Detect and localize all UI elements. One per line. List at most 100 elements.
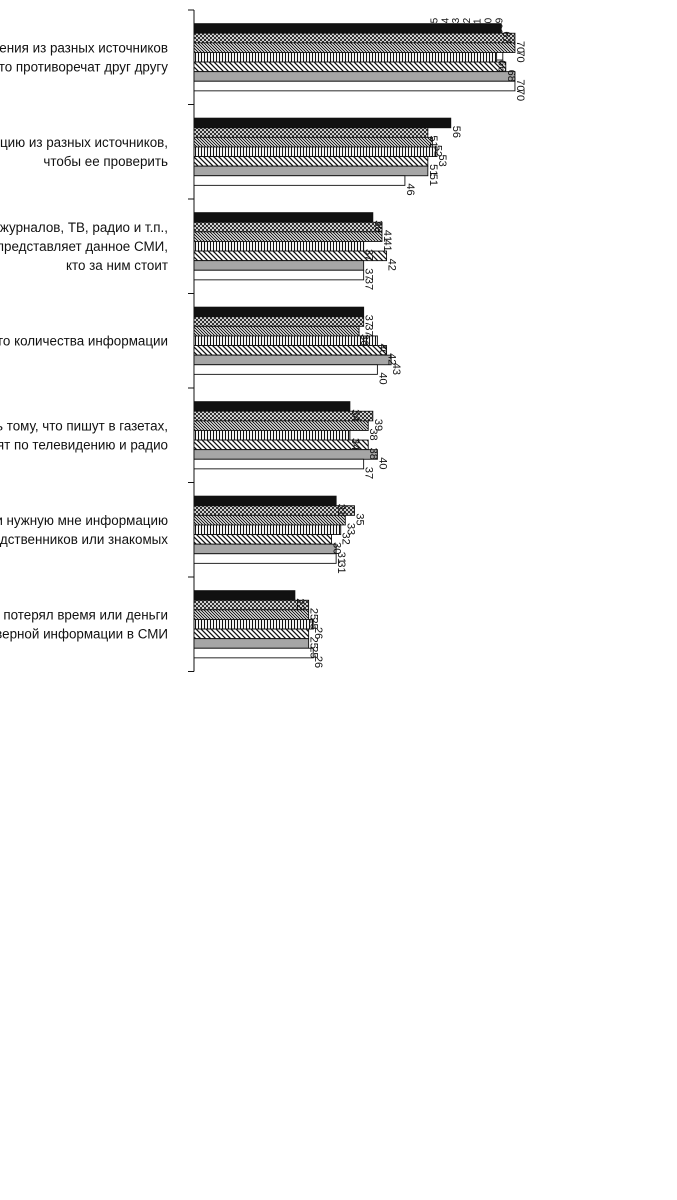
category-label: я стараюсь узнать, чьи интересы представ… xyxy=(0,239,168,254)
data-label: 70 xyxy=(514,41,526,53)
bar-2013 xyxy=(193,231,383,242)
data-label: 26 xyxy=(312,627,324,639)
data-label: 70 xyxy=(514,79,526,91)
bar-2015 xyxy=(193,495,337,507)
bar-2009 xyxy=(193,647,314,659)
bar-2009 xyxy=(193,364,378,375)
data-label: 41 xyxy=(381,230,393,242)
data-label: 26 xyxy=(312,656,324,668)
data-label: 22 xyxy=(294,598,306,610)
bar-2015 xyxy=(193,401,351,412)
data-label: 67 xyxy=(500,31,512,43)
bar-2010 xyxy=(193,449,378,460)
bar-2015 xyxy=(193,212,374,223)
bar-2011 xyxy=(193,61,507,73)
category-label: чтобы ее проверить xyxy=(43,154,168,169)
category-label: говорят по телевидению и радио xyxy=(0,437,168,452)
bar-2015 xyxy=(193,590,296,601)
data-label: 25 xyxy=(308,637,320,649)
bar-2010 xyxy=(193,638,310,649)
data-label: 52 xyxy=(431,145,443,157)
data-label: 68 xyxy=(505,70,517,82)
bar-2009 xyxy=(193,458,365,470)
bar-2014 xyxy=(193,32,516,44)
data-label: 25 xyxy=(308,646,320,658)
bar-2014 xyxy=(193,316,365,327)
category-label: часто противоречат друг другу xyxy=(0,59,168,74)
category-label: Я часто испытываю усталость от большого … xyxy=(0,333,168,348)
bar-2012 xyxy=(193,146,438,157)
bar-2014 xyxy=(193,505,355,516)
data-label: 40 xyxy=(376,372,388,384)
bar-2014 xyxy=(193,221,383,233)
category-label: Были случаи, когда я потерял время или д… xyxy=(0,607,168,622)
data-label: 37 xyxy=(363,324,375,336)
data-label: 33 xyxy=(344,523,356,535)
data-label: 39 xyxy=(372,220,384,232)
data-label: 51 xyxy=(427,164,439,176)
value-labels: 6770706668707056515253515146394141374237… xyxy=(294,31,526,668)
data-label: 51 xyxy=(427,174,439,186)
category-label: Чтобы оценить информацию из газет, журна… xyxy=(0,220,168,235)
bar-2011 xyxy=(193,439,369,451)
category-label: из-за неверной информации в СМИ xyxy=(0,626,168,641)
data-label: 37 xyxy=(363,278,375,290)
bar-2013 xyxy=(193,420,369,431)
bar-2014 xyxy=(193,410,374,422)
data-label: 42 xyxy=(386,353,398,365)
data-label: 40 xyxy=(376,344,388,356)
bar-2011 xyxy=(193,156,429,167)
bar-2012 xyxy=(193,335,378,347)
bar-2014 xyxy=(193,127,429,138)
data-label: 53 xyxy=(436,155,448,167)
data-label: 34 xyxy=(349,438,361,450)
data-label: 66 xyxy=(496,60,508,72)
bar-2011 xyxy=(193,345,388,356)
data-label: 37 xyxy=(363,249,375,261)
bar-2013 xyxy=(193,42,516,53)
category-label: родственников или знакомых xyxy=(0,532,168,547)
bar-2009 xyxy=(193,80,516,92)
data-label: 38 xyxy=(367,448,379,460)
category-label: кто за ним стоит xyxy=(66,258,168,273)
bar-2013 xyxy=(193,514,346,526)
data-label: 34 xyxy=(349,409,361,421)
bar-2009 xyxy=(193,269,365,281)
data-label: 70 xyxy=(514,89,526,101)
data-label: 41 xyxy=(381,239,393,251)
bar-2015 xyxy=(193,306,365,318)
category-label: Я часто прошу найти нужную мне информаци… xyxy=(0,513,168,528)
bars xyxy=(193,23,516,659)
data-label: 37 xyxy=(363,467,375,479)
bar-2012 xyxy=(193,430,351,441)
category-ticks xyxy=(188,9,194,672)
data-label: 31 xyxy=(335,552,347,564)
bar-2011 xyxy=(193,534,332,545)
data-label: 31 xyxy=(335,561,347,573)
data-label: 42 xyxy=(386,259,398,271)
data-label: 37 xyxy=(363,315,375,327)
bar-2015 xyxy=(193,23,502,34)
data-label: 43 xyxy=(390,363,402,375)
bar-2009 xyxy=(193,553,337,564)
data-label: 38 xyxy=(367,428,379,440)
data-label: 46 xyxy=(404,183,416,195)
bar-2015 xyxy=(193,117,452,129)
category-label: Информационные сообщения из разных источ… xyxy=(0,40,168,55)
bar-2010 xyxy=(193,71,516,82)
bar-2009 xyxy=(193,175,406,186)
data-label: 70 xyxy=(514,50,526,62)
bar-2014 xyxy=(193,599,310,611)
bar-2013 xyxy=(193,609,310,620)
category-labels: Информационные сообщения из разных источ… xyxy=(0,40,168,641)
data-label: 25 xyxy=(308,608,320,620)
bar-2011 xyxy=(193,628,310,640)
data-label: 31 xyxy=(335,504,347,516)
data-label: 30 xyxy=(331,542,343,554)
data-label: 32 xyxy=(340,533,352,545)
data-label: 56 xyxy=(450,126,462,138)
data-label: 36 xyxy=(358,334,370,346)
data-label: 40 xyxy=(376,457,388,469)
bar-2013 xyxy=(193,325,360,337)
